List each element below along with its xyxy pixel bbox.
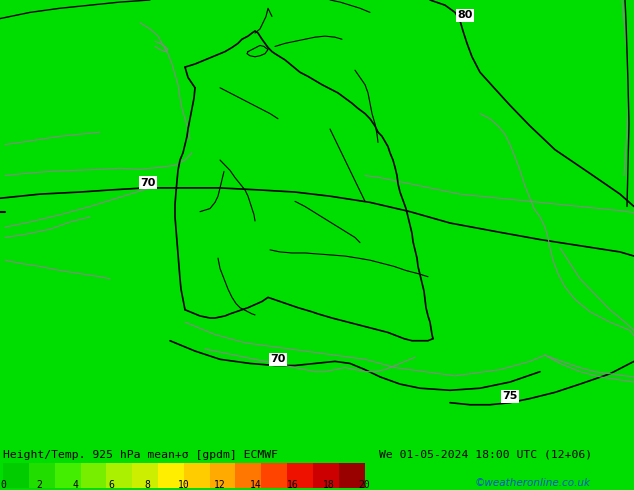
Text: 4: 4	[72, 480, 79, 490]
Text: 20: 20	[359, 480, 370, 490]
Text: 6: 6	[108, 480, 115, 490]
Text: 75: 75	[502, 392, 518, 401]
Text: 10: 10	[178, 480, 190, 490]
Text: 16: 16	[287, 480, 298, 490]
Text: 2: 2	[36, 480, 42, 490]
Text: ©weatheronline.co.uk: ©weatheronline.co.uk	[474, 478, 590, 488]
Text: Height/Temp. 925 hPa mean+σ [gpdm] ECMWF: Height/Temp. 925 hPa mean+σ [gpdm] ECMWF	[3, 450, 278, 460]
Text: 14: 14	[250, 480, 262, 490]
Text: We 01-05-2024 18:00 UTC (12+06): We 01-05-2024 18:00 UTC (12+06)	[379, 450, 592, 460]
Text: 0: 0	[0, 480, 6, 490]
Text: 8: 8	[145, 480, 151, 490]
Text: 18: 18	[323, 480, 334, 490]
Text: 70: 70	[270, 354, 286, 364]
Text: 80: 80	[457, 10, 473, 21]
Text: 70: 70	[140, 178, 156, 188]
Text: 12: 12	[214, 480, 226, 490]
